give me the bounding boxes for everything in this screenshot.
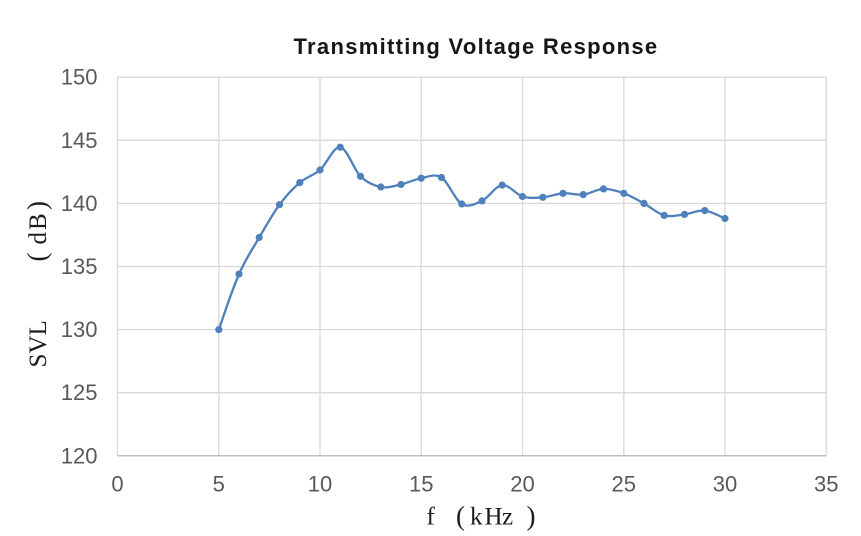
svg-text:(: ( <box>22 253 52 262</box>
svg-text:145: 145 <box>61 128 98 153</box>
svg-text:): ) <box>527 501 536 531</box>
svg-text:f: f <box>427 503 436 530</box>
svg-text:135: 135 <box>61 254 98 279</box>
svg-text:): ) <box>22 201 52 210</box>
svg-text:SVL: SVL <box>25 320 52 367</box>
svg-text:k: k <box>470 503 483 530</box>
svg-text:H: H <box>485 503 503 530</box>
svg-text:(: ( <box>456 501 465 531</box>
svg-text:125: 125 <box>61 380 98 405</box>
svg-text:140: 140 <box>61 191 98 216</box>
svg-text:Transmitting Voltage Response: Transmitting Voltage Response <box>294 34 659 59</box>
svg-text:20: 20 <box>510 472 534 497</box>
svg-text:35: 35 <box>814 472 838 497</box>
svg-text:5: 5 <box>213 472 225 497</box>
svg-text:d: d <box>25 232 52 245</box>
svg-text:25: 25 <box>612 472 636 497</box>
svg-text:B: B <box>25 213 52 230</box>
svg-text:150: 150 <box>61 65 98 90</box>
svg-text:130: 130 <box>61 317 98 342</box>
svg-text:30: 30 <box>713 472 737 497</box>
svg-text:120: 120 <box>61 443 98 468</box>
svg-text:z: z <box>502 503 513 530</box>
svg-text:10: 10 <box>308 472 332 497</box>
svg-text:0: 0 <box>111 472 123 497</box>
svg-text:15: 15 <box>409 472 433 497</box>
